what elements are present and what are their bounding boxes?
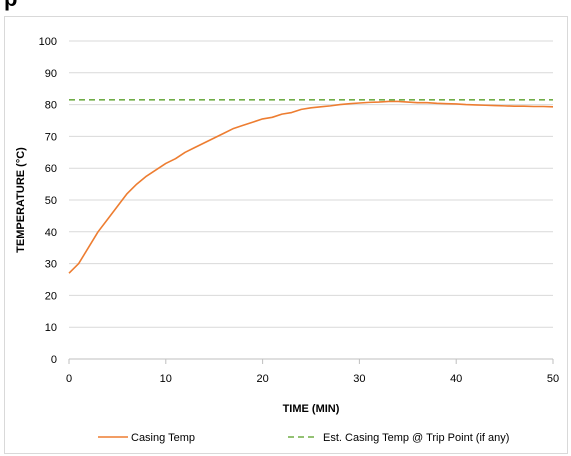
chart-frame	[4, 16, 568, 454]
y-tick-label-100: 100	[39, 36, 57, 48]
legend-label-1: Est. Casing Temp @ Trip Point (if any)	[323, 432, 509, 444]
y-axis-title: TEMPERATURE (°C)	[15, 147, 27, 253]
series-layer	[68, 99, 554, 274]
x-tick-label-30: 30	[353, 373, 365, 385]
x-tick-label-0: 0	[66, 373, 72, 385]
y-tick-label-10: 10	[45, 322, 57, 334]
legend-layer: Casing Temp Est. Casing Temp @ Trip Point…	[98, 432, 509, 444]
y-tick-label-20: 20	[45, 290, 57, 302]
y-tick-label-50: 50	[45, 195, 57, 207]
y-tick-label-70: 70	[45, 131, 57, 143]
legend-label-0: Casing Temp	[131, 432, 195, 444]
x-tick-label-40: 40	[450, 373, 462, 385]
y-tick-label-30: 30	[45, 259, 57, 271]
x-tick-label-10: 10	[160, 373, 172, 385]
grid-layer	[69, 40, 553, 328]
y-tick-label-80: 80	[45, 100, 57, 112]
y-tick-label-40: 40	[45, 227, 57, 239]
series-line-casing-temp	[68, 100, 554, 274]
x-tick-label-50: 50	[547, 373, 559, 385]
label-layer: 0 10 20 30 40 50 60 70 80 90 100 0 10 20 30 40 50 TIME (M…	[15, 36, 559, 415]
y-tick-label-90: 90	[45, 68, 57, 80]
y-tick-label-0: 0	[51, 354, 57, 366]
x-axis-title: TIME (MIN)	[283, 403, 340, 415]
header-fragment: p	[4, 0, 17, 12]
x-tick-label-20: 20	[256, 373, 268, 385]
axis-layer	[68, 358, 554, 364]
y-tick-label-60: 60	[45, 163, 57, 175]
